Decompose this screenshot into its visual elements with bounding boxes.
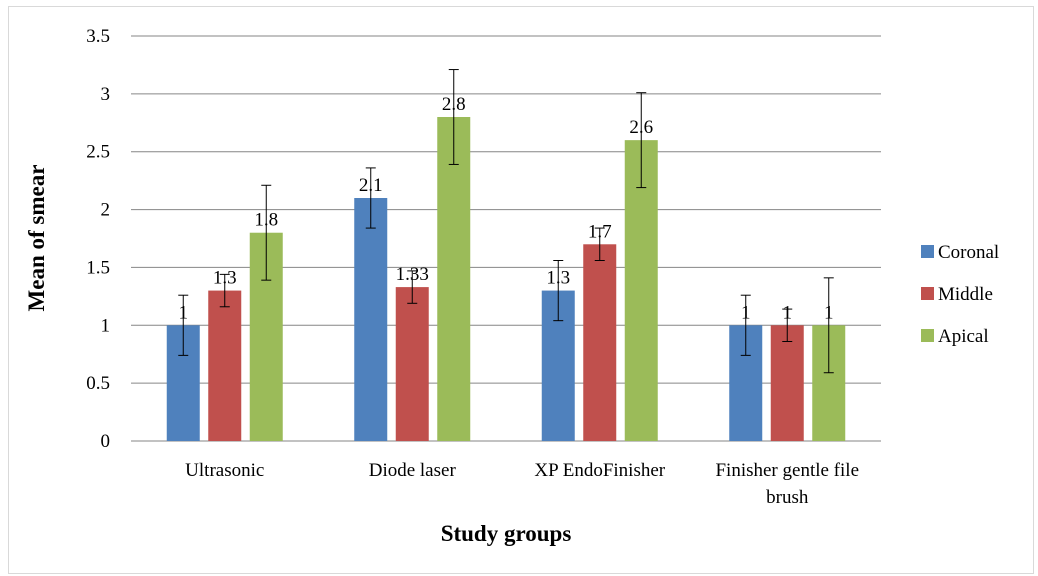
data-label: 2.8 xyxy=(442,94,466,115)
y-tick-label: 0 xyxy=(101,431,111,452)
y-tick-label: 1.5 xyxy=(86,257,110,278)
legend-label-middle: Middle xyxy=(938,284,993,305)
data-label: 2.1 xyxy=(359,175,383,196)
bar-middle xyxy=(395,287,429,441)
bars xyxy=(166,117,846,441)
bar-coronal xyxy=(354,198,388,441)
x-category-label: Ultrasonic xyxy=(185,460,264,481)
y-tick-label: 0.5 xyxy=(86,373,110,394)
data-label: 2.6 xyxy=(629,117,653,138)
y-tick-label: 3.5 xyxy=(86,26,110,47)
bar-apical xyxy=(437,117,471,441)
data-label: 1.33 xyxy=(396,264,429,285)
data-label: 1.7 xyxy=(588,221,612,242)
data-label: 1 xyxy=(783,302,793,323)
x-axis-title: Study groups xyxy=(441,521,572,546)
y-tick-label: 3 xyxy=(101,84,111,105)
legend: Coronal Middle Apical xyxy=(921,242,999,347)
y-axis-ticks: 0 0.5 1 1.5 2 2.5 3 3.5 xyxy=(86,26,110,452)
legend-label-coronal: Coronal xyxy=(938,242,999,263)
error-bars xyxy=(178,69,834,374)
data-label: 1.8 xyxy=(254,210,278,231)
gridlines xyxy=(131,35,881,442)
data-label: 1 xyxy=(824,302,834,323)
x-axis-categories: Ultrasonic Diode laser XP EndoFinisher Fini… xyxy=(185,460,859,508)
bar-middle xyxy=(770,325,804,441)
bar-apical xyxy=(624,140,658,441)
legend-swatch-middle xyxy=(921,287,934,300)
y-axis-title: Mean of smear xyxy=(24,165,49,312)
legend-swatch-coronal xyxy=(921,245,934,258)
x-category-label: XP EndoFinisher xyxy=(534,460,665,481)
x-category-label: Diode laser xyxy=(369,460,457,481)
data-label: 1 xyxy=(179,302,189,323)
bar-middle xyxy=(208,290,242,441)
x-category-label: brush xyxy=(766,487,809,508)
data-label: 1.3 xyxy=(213,268,237,289)
data-label: 1.3 xyxy=(546,268,570,289)
y-tick-label: 1 xyxy=(101,315,111,336)
legend-swatch-apical xyxy=(921,329,934,342)
x-category-label: Finisher gentle file xyxy=(715,460,859,481)
data-label: 1 xyxy=(741,302,751,323)
y-tick-label: 2.5 xyxy=(86,142,110,163)
y-tick-label: 2 xyxy=(101,200,111,221)
chart-frame xyxy=(8,6,1034,574)
legend-label-apical: Apical xyxy=(938,326,989,347)
data-labels: 1 1.3 1.8 2.1 1.33 2.8 1.3 1.7 2.6 1 1 1 xyxy=(179,94,834,323)
bar-middle xyxy=(583,244,617,441)
